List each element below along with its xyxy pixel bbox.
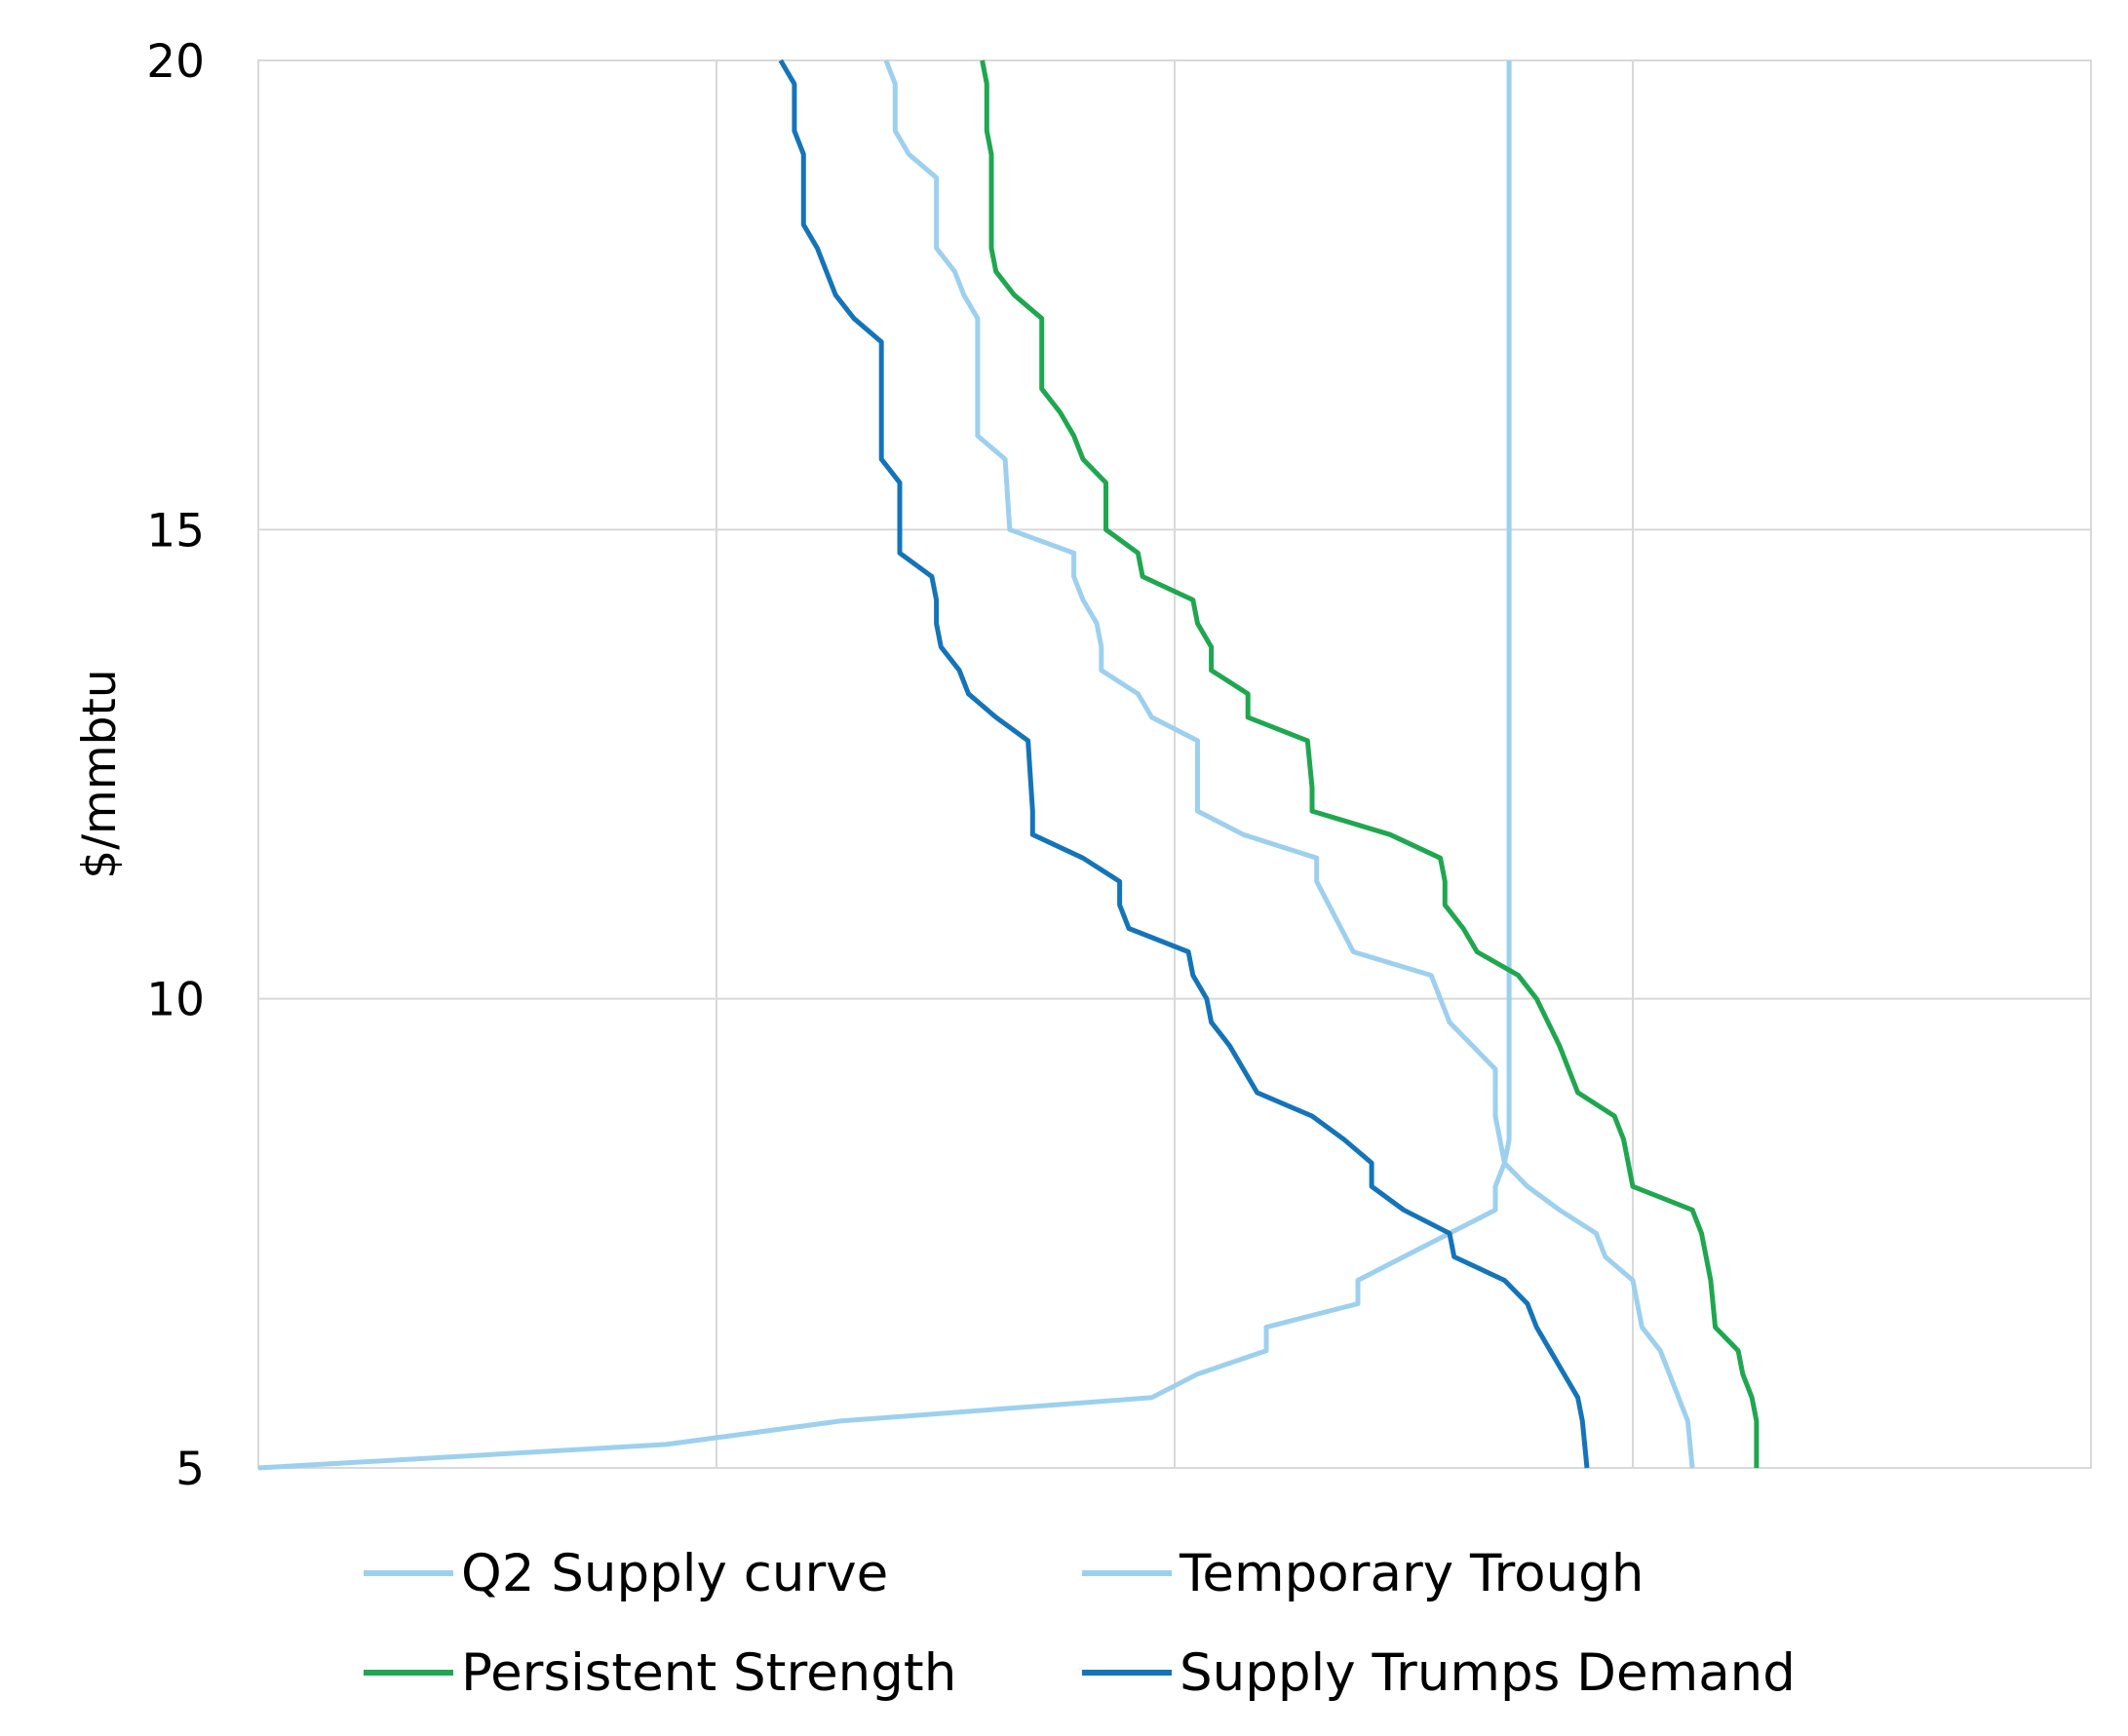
legend-label-1: Q2 Supply curve	[461, 1544, 888, 1603]
series-line-2	[883, 59, 1695, 1469]
y-tick-label: 5	[175, 1443, 205, 1496]
y-tick-label: 10	[146, 974, 205, 1027]
y-tick-label: 15	[146, 504, 205, 558]
legend-label-3: Persistent Strength	[461, 1643, 956, 1703]
series-line-3	[980, 59, 1760, 1468]
y-axis-tick-labels: 5 10 15 20	[146, 35, 205, 1496]
legend: Q2 Supply curve Temporary Trough Persisten…	[364, 1544, 1796, 1703]
plot-area-border	[257, 59, 2092, 1469]
series-lines	[257, 58, 1760, 1471]
legend-label-2: Temporary Trough	[1179, 1544, 1644, 1603]
y-axis-title: $/mmbtu	[73, 669, 127, 878]
gridlines	[258, 59, 2091, 1469]
series-line-1	[257, 60, 1512, 1471]
legend-label-4: Supply Trumps Demand	[1180, 1643, 1796, 1703]
y-tick-label: 20	[146, 35, 205, 89]
series-line-4	[778, 58, 1590, 1469]
